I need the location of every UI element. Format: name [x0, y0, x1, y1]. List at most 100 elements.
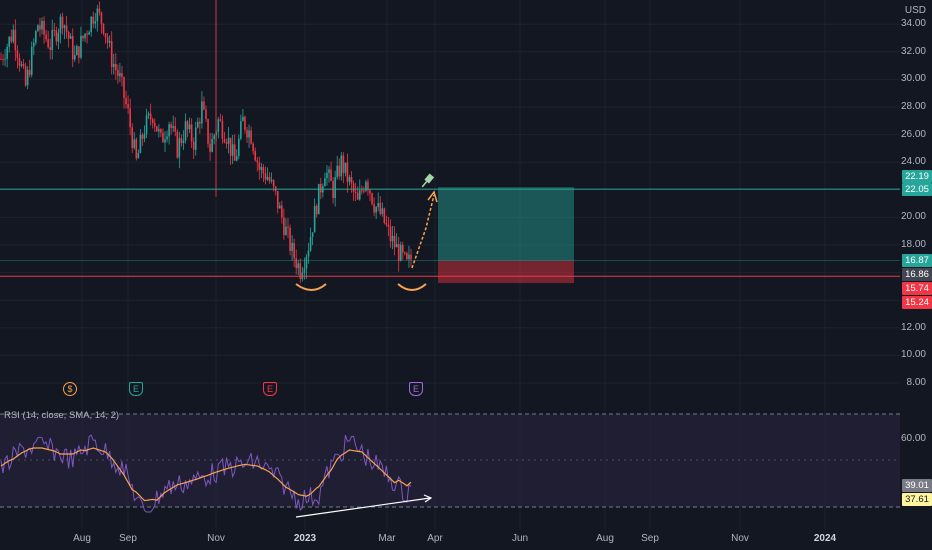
candle-body	[367, 181, 369, 191]
candle-body	[225, 142, 228, 144]
candle-body	[135, 139, 138, 159]
candle-body	[381, 208, 384, 214]
candle-body	[229, 137, 232, 156]
stop-loss-zone[interactable]	[438, 260, 574, 284]
candle-body	[180, 138, 183, 143]
candle-body	[287, 226, 289, 228]
candle-body	[151, 119, 154, 124]
candle-body	[92, 16, 95, 24]
price-axis-label: 18.00	[900, 239, 926, 250]
candle-body	[188, 124, 191, 130]
candle-body	[112, 63, 115, 68]
candle-body	[6, 46, 8, 59]
candle-body	[213, 135, 215, 139]
candle-body	[252, 143, 254, 152]
candle-body	[47, 39, 49, 48]
candle-body	[350, 177, 353, 184]
take-profit-zone[interactable]	[438, 187, 574, 261]
candle-body	[244, 116, 246, 130]
candle-body	[404, 252, 406, 254]
price-axis-label: 30.00	[900, 73, 926, 85]
candle-body	[235, 156, 238, 161]
candle-body	[201, 101, 203, 124]
earnings-event-icon[interactable]: E	[129, 382, 143, 396]
candle-body	[88, 32, 90, 35]
candle-body	[119, 73, 121, 77]
candle-body	[69, 36, 72, 39]
candle-body	[391, 235, 394, 242]
time-axis-label: Sep	[119, 533, 137, 544]
candle-body	[131, 127, 133, 148]
earnings-event-icon[interactable]: E	[263, 382, 277, 396]
candle-body	[20, 64, 23, 66]
candle-body	[51, 29, 54, 50]
candle-body	[55, 30, 58, 42]
candle-body	[49, 47, 51, 50]
candle-body	[393, 235, 396, 248]
candle-body	[227, 137, 230, 144]
candle-body	[377, 202, 379, 207]
candle-body	[0, 58, 2, 60]
candle-body	[178, 138, 181, 158]
candle-body	[207, 119, 209, 144]
candle-body	[238, 138, 240, 157]
candle-body	[330, 169, 332, 181]
projection-arrow	[411, 194, 435, 269]
dividend-event-icon[interactable]: $	[63, 382, 77, 396]
candle-body	[104, 33, 107, 38]
candle-body	[18, 57, 21, 66]
candle-body	[223, 138, 226, 143]
candle-body	[315, 205, 318, 215]
candle-body	[309, 236, 312, 251]
candle-body	[149, 113, 152, 120]
candle-body	[328, 169, 330, 173]
candle-body	[270, 180, 273, 182]
earnings-event-icon[interactable]: E	[409, 382, 423, 396]
candle-body	[402, 244, 404, 253]
candle-body	[266, 176, 269, 180]
candle-body	[311, 232, 314, 237]
candle-body	[121, 73, 123, 78]
candle-body	[164, 139, 166, 143]
candle-body	[190, 124, 193, 142]
candle-body	[219, 119, 222, 121]
candle-body	[272, 180, 275, 187]
candle-body	[231, 144, 234, 156]
candle-body	[94, 21, 97, 24]
candle-body	[76, 46, 78, 56]
rsi-title[interactable]: RSI (14, close, SMA, 14, 2)	[4, 410, 120, 421]
candle-body	[8, 36, 10, 47]
time-axis-label: Aug	[73, 533, 91, 544]
candle-body	[346, 162, 349, 182]
candle-body	[10, 36, 13, 42]
candle-body	[24, 66, 27, 86]
candle-body	[361, 190, 363, 192]
candle-body	[43, 21, 45, 35]
candle-body	[184, 121, 187, 141]
time-axis-label: Jun	[511, 533, 529, 544]
price-axis-label: 28.00	[900, 101, 926, 112]
candle-body	[383, 208, 386, 223]
candle-body	[158, 129, 160, 132]
candle-body	[194, 127, 197, 150]
candle-body	[129, 108, 131, 128]
price-axis-label: 10.00	[900, 349, 926, 361]
candle-body	[100, 12, 103, 24]
candle-body	[137, 152, 140, 159]
candle-body	[78, 46, 80, 58]
candle-body	[102, 23, 105, 34]
pin-icon[interactable]	[420, 173, 435, 188]
candle-body	[41, 21, 43, 30]
candle-body	[260, 167, 263, 170]
candle-body	[209, 143, 211, 152]
candle-body	[363, 190, 365, 192]
candle-body	[117, 69, 119, 77]
candle-body	[240, 121, 242, 139]
rsi-axis-label: 60.00	[900, 433, 926, 444]
candle-body	[67, 32, 70, 39]
candle-body	[45, 34, 47, 40]
candle-body	[110, 41, 113, 68]
rsi-divergence-line[interactable]	[295, 497, 431, 518]
rsi-badge: 37.61	[902, 493, 932, 506]
